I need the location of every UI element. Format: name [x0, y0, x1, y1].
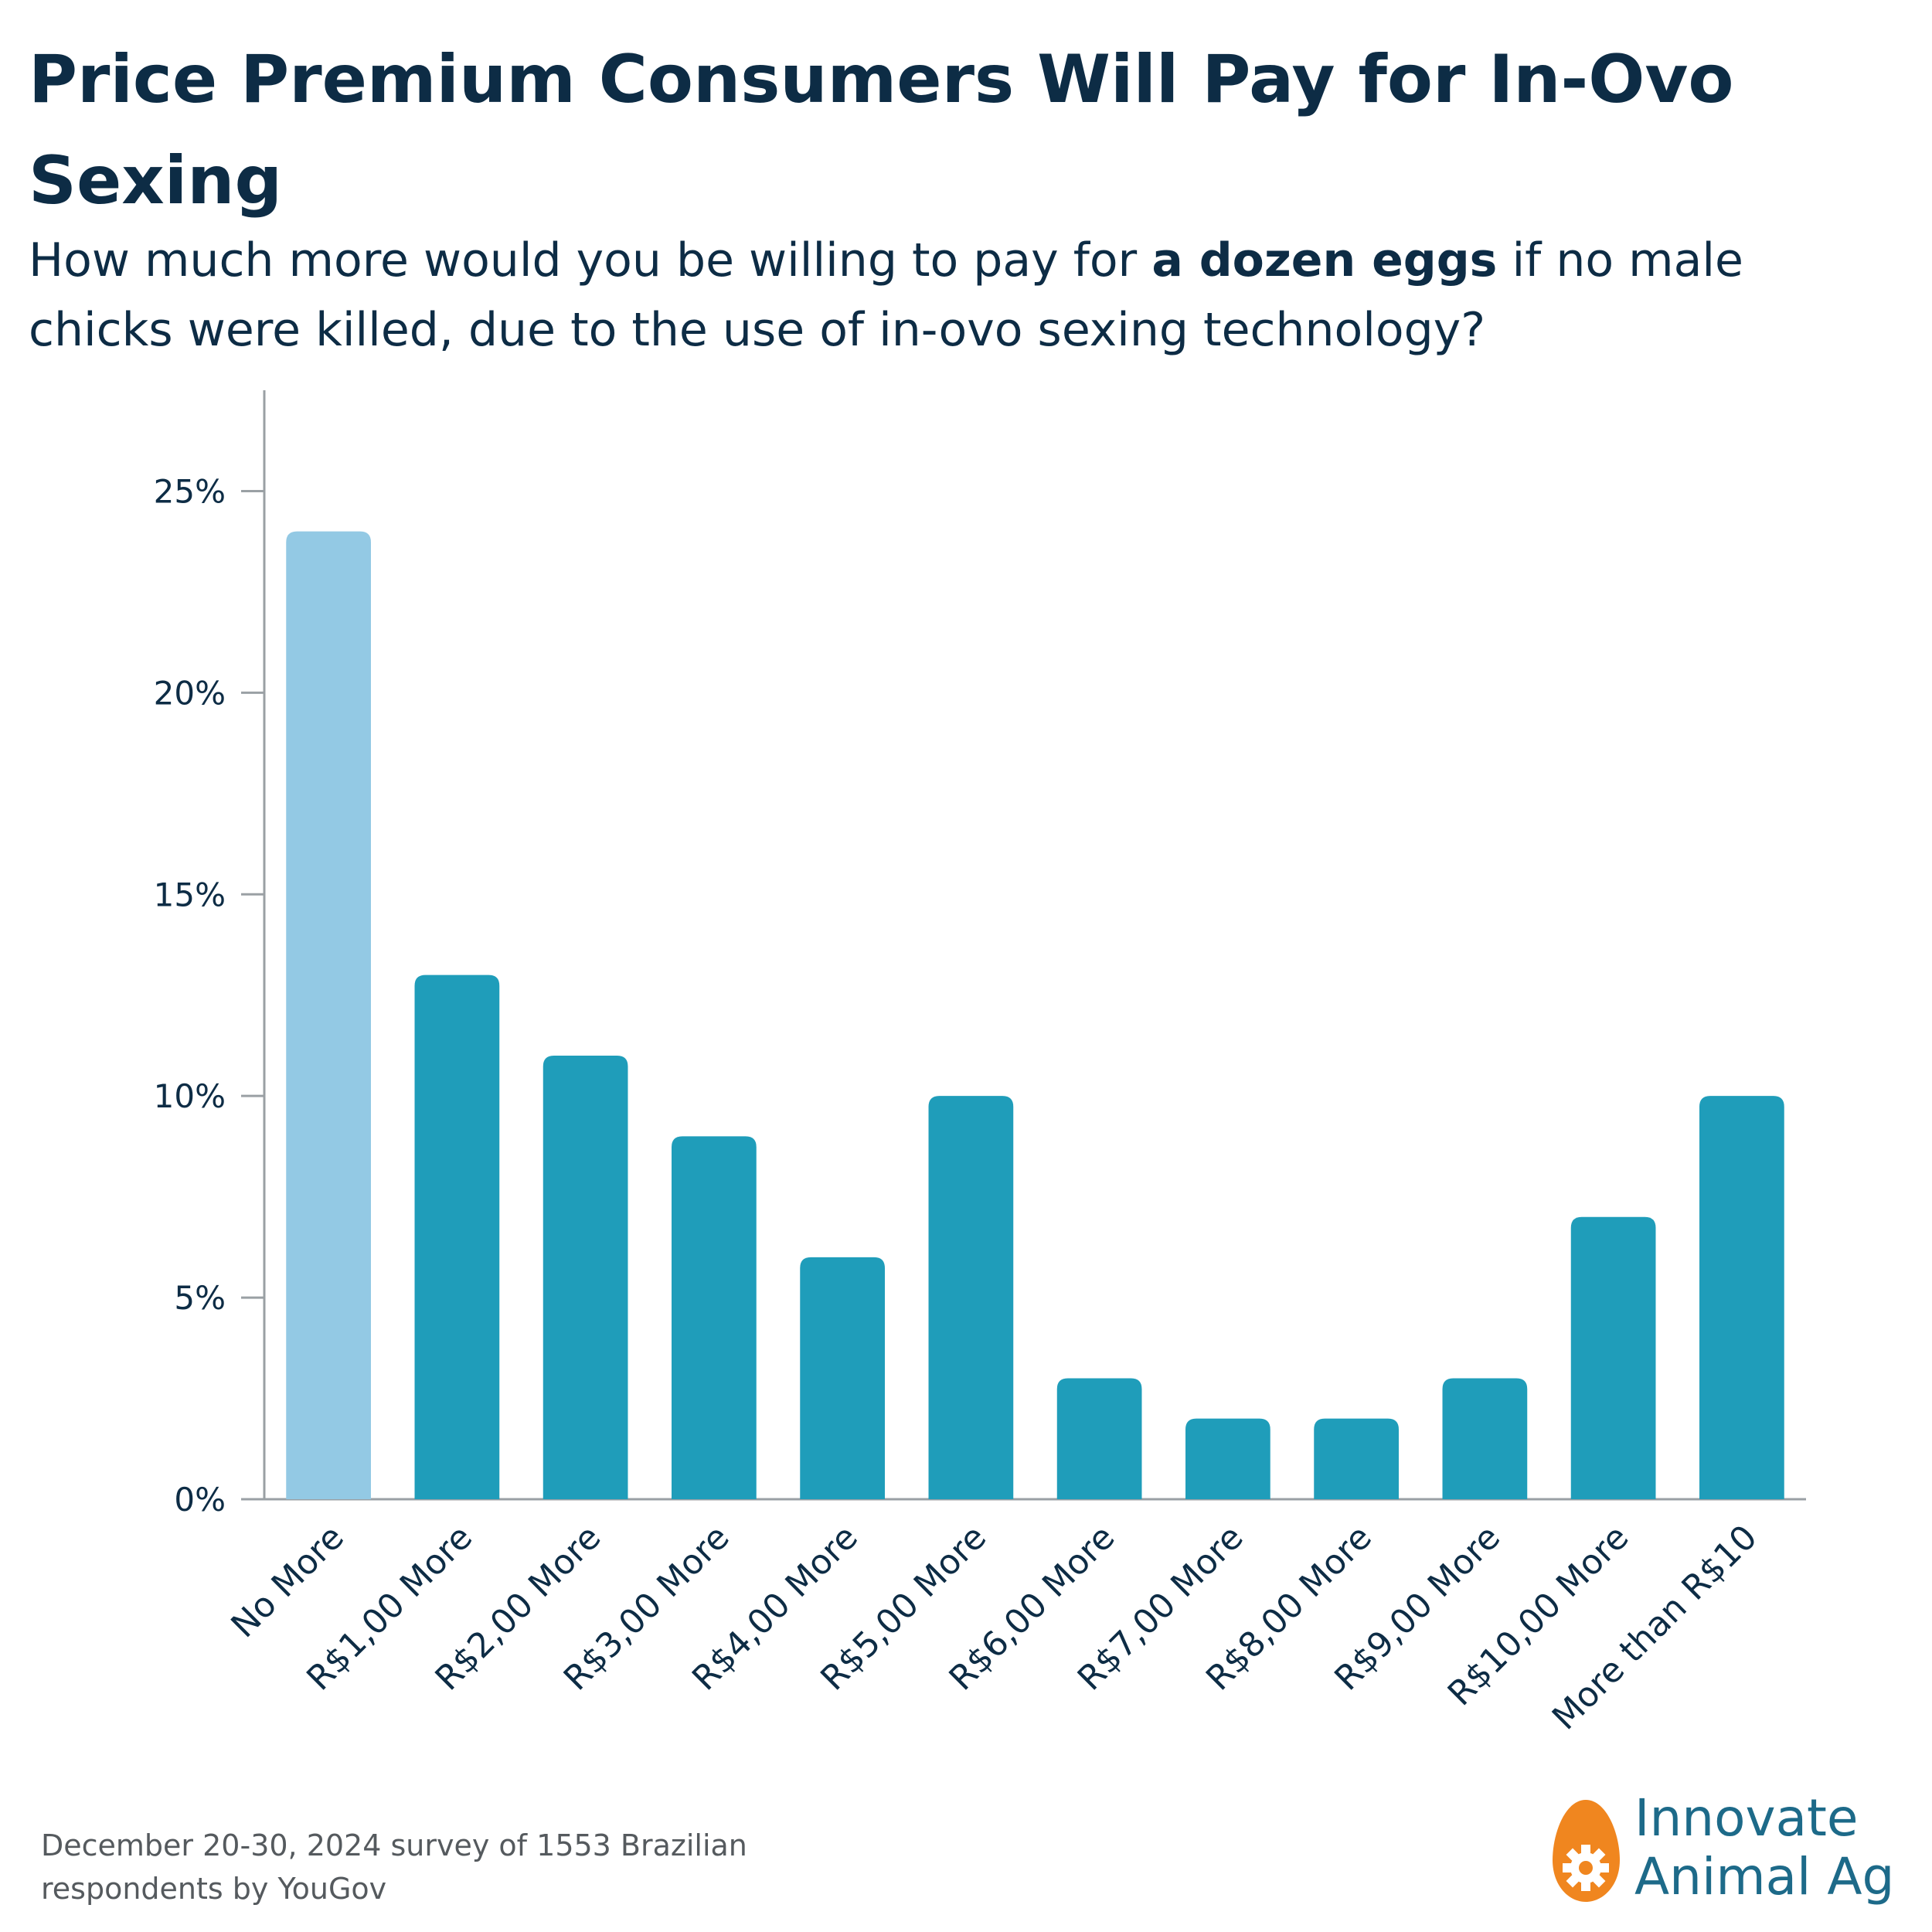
bar-9 [1442, 1378, 1528, 1499]
bars [286, 531, 1784, 1499]
innovate-animal-ag-logo: Innovate Animal Ag [1549, 1789, 1920, 1920]
egg-gear-icon [1553, 1800, 1620, 1902]
logo-line-2: Animal Ag [1634, 1847, 1895, 1906]
subtitle-text-end: if no male chicks were killed, due to th… [29, 233, 1743, 357]
bar-7 [1185, 1418, 1270, 1499]
subtitle-emphasis: a dozen eggs [1151, 233, 1498, 287]
source-note: December 20-30, 2024 survey of 1553 Braz… [41, 1828, 747, 1906]
bar-1 [414, 975, 500, 1499]
y-tick-label: 25% [154, 472, 226, 510]
chart-subtitle: How much more would you be willing to pa… [29, 226, 1883, 365]
y-axis: 0% 5% 10% 15% 20% 25% [154, 390, 1806, 1519]
bar-2 [543, 1056, 628, 1499]
x-category-label: No More [224, 1518, 352, 1645]
bar-6 [1056, 1378, 1142, 1499]
y-tick-label: 10% [154, 1077, 226, 1115]
subtitle-text-start: How much more would you be willing to pa… [29, 233, 1152, 287]
y-tick-label: 15% [154, 876, 226, 913]
logo-wordmark: Innovate Animal Ag [1634, 1789, 1894, 1906]
chart-title: Price Premium Consumers Will Pay for In-… [29, 41, 1734, 219]
bar-5 [928, 1096, 1014, 1499]
bar-0 [286, 531, 371, 1499]
y-tick-label: 5% [174, 1279, 226, 1317]
bar-3 [672, 1136, 757, 1499]
bar-11 [1699, 1096, 1784, 1499]
bar-8 [1314, 1418, 1399, 1499]
y-tick-label: 0% [174, 1481, 226, 1519]
y-tick-label: 20% [154, 674, 226, 712]
logo-line-1: Innovate [1634, 1788, 1859, 1848]
bar-10 [1570, 1216, 1656, 1499]
bar-4 [800, 1257, 885, 1499]
